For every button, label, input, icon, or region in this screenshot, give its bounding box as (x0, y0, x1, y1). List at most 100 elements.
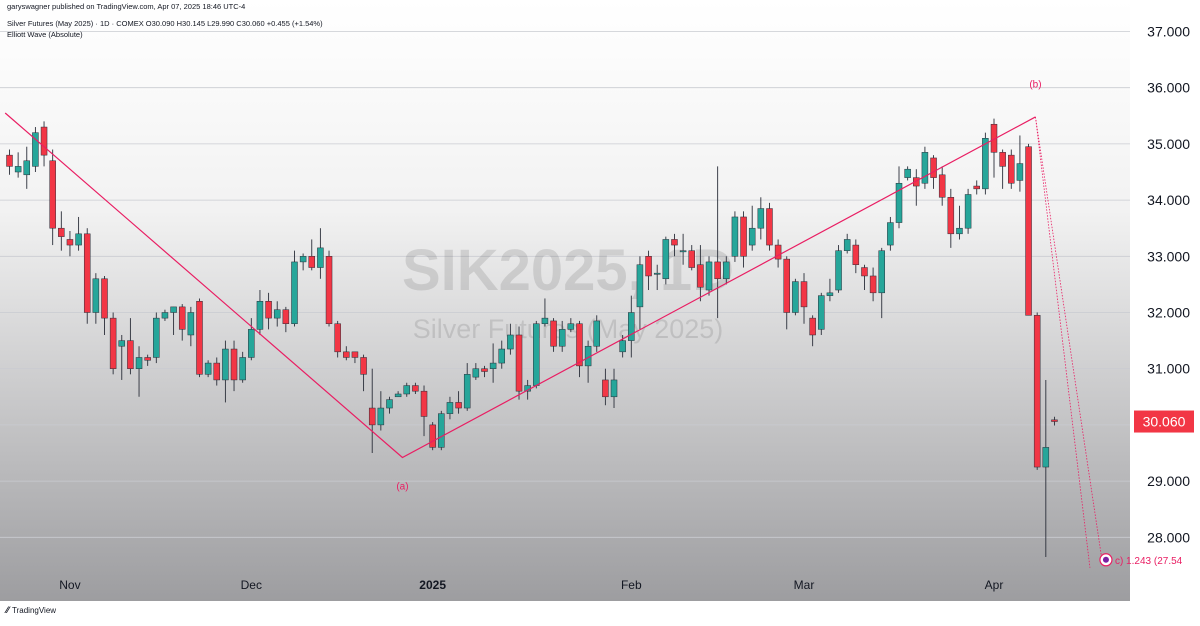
wave-target-label: c) 1.243 (27.54 (1115, 556, 1183, 567)
candle-body (386, 399, 393, 409)
candle (498, 340, 506, 369)
candle (256, 290, 264, 335)
candle (32, 127, 39, 172)
candle-body (1016, 163, 1024, 181)
tradingview-icon: ⁄⁄ (6, 605, 10, 615)
candle-body (999, 152, 1006, 167)
candle-body (446, 402, 454, 414)
candle (1051, 416, 1058, 426)
candle (463, 363, 471, 411)
candle-body (982, 138, 989, 190)
candle-body (740, 216, 747, 257)
candle (818, 292, 825, 335)
symbol-ohlc-legend[interactable]: Silver Futures (May 2025) · 1D · COMEX O… (7, 19, 323, 28)
candle (982, 132, 989, 195)
candle-body (438, 413, 445, 448)
publish-info: garyswagner published on TradingView.com… (7, 2, 246, 11)
candle (455, 391, 462, 414)
candle-body (610, 379, 618, 398)
candle (533, 320, 540, 389)
candle (913, 169, 920, 206)
candle-body (343, 351, 350, 358)
candle (567, 318, 575, 333)
candle (481, 365, 488, 378)
candle (66, 231, 74, 257)
candle-body (403, 385, 411, 395)
candle-body (66, 239, 74, 246)
candle-body (878, 250, 885, 294)
candle (947, 188, 955, 248)
candle-body (774, 244, 782, 260)
candle (921, 146, 929, 189)
candle-body (498, 348, 506, 364)
candle (809, 315, 816, 347)
candle (40, 121, 48, 167)
candle (58, 211, 65, 251)
candle-body (239, 357, 246, 381)
candle-body (49, 160, 56, 229)
candle-body (602, 379, 609, 398)
plot-background (0, 0, 1130, 601)
candle-body (299, 256, 307, 263)
candle (731, 211, 739, 262)
axes: 28.00029.00030.00031.00032.00033.00034.0… (59, 24, 1194, 592)
candle (904, 166, 911, 181)
candle-body (792, 281, 799, 313)
candle-body (645, 256, 652, 277)
candle-body (170, 306, 177, 313)
candle-body (723, 261, 730, 280)
candle (394, 391, 402, 398)
candle-body (412, 385, 419, 392)
candle-body (187, 312, 195, 336)
candle-body (800, 281, 808, 308)
candle-body (196, 301, 203, 375)
candle-body (463, 374, 471, 409)
candle-body (558, 329, 566, 347)
candle (412, 382, 419, 394)
candle-body (688, 250, 695, 268)
candle-body (230, 348, 238, 381)
candle-body (101, 278, 108, 319)
candle (343, 346, 350, 361)
candle (956, 205, 963, 240)
candle-body (394, 393, 402, 398)
candle-body (956, 227, 963, 235)
candle (472, 363, 480, 380)
candle (843, 233, 851, 254)
candle (170, 306, 177, 335)
candle-body (705, 261, 713, 291)
candle (671, 233, 678, 257)
candle-body (731, 216, 739, 257)
candle (1008, 149, 1015, 189)
candle (507, 323, 514, 355)
candle (653, 264, 661, 291)
candle-body (826, 292, 834, 296)
candle (101, 275, 108, 335)
candle (792, 278, 799, 316)
candle-body (14, 166, 22, 173)
candle (541, 298, 549, 327)
candle-body (153, 317, 160, 358)
candle (861, 264, 868, 291)
candle (973, 180, 980, 195)
watermark-ticker: SIK2025, 1D (402, 238, 734, 303)
candle-body (317, 247, 324, 268)
candle-body (921, 152, 929, 184)
candle-body (1042, 447, 1050, 468)
candle-body (351, 351, 359, 358)
candle (118, 334, 126, 380)
footer-bar (0, 601, 1200, 621)
candle (222, 340, 229, 403)
candle (386, 396, 393, 414)
wave-label: (b) (1029, 80, 1041, 91)
candle (938, 166, 946, 206)
indicator-legend[interactable]: Elliott Wave (Absolute) (7, 30, 83, 39)
candle-body (32, 132, 39, 167)
tradingview-logo[interactable]: ⁄⁄ TradingView (6, 605, 56, 615)
candle-body (23, 160, 31, 176)
last-price-value: 30.060 (1143, 414, 1186, 430)
time-tick-label: Dec (241, 578, 262, 592)
candle-body (265, 301, 272, 319)
